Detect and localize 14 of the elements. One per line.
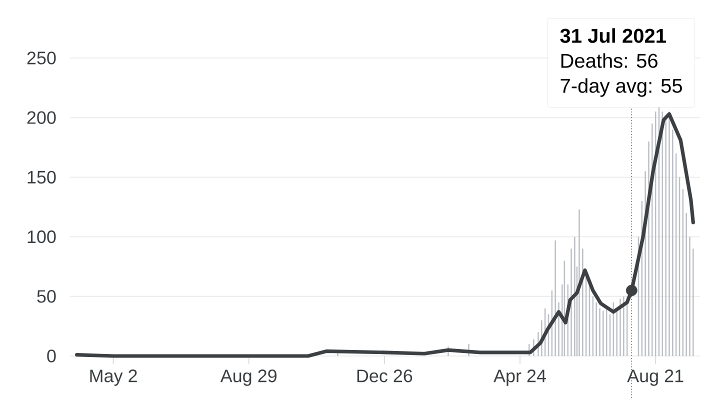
annotation: Deaths: 56	[561, 53, 658, 68]
x-tick-label: Aug 21	[627, 370, 684, 386]
y-tick-label: 0	[47, 350, 56, 362]
y-tick-label: 100	[28, 230, 56, 244]
x-tick-label: Apr 24	[494, 370, 546, 386]
y-tick-label: 150	[28, 170, 56, 184]
annotation: 7-day avg: 55	[560, 78, 682, 97]
x-tick-label: Aug 29	[220, 370, 277, 386]
y-tick-label: 250	[27, 52, 56, 64]
text: 31 Jul 2021	[560, 28, 666, 43]
x-tick-label: Dec 26	[357, 370, 412, 382]
y-tick-label: 50	[37, 290, 56, 303]
x-tick-label: May 2	[90, 370, 137, 386]
y-tick-label: 200	[27, 111, 56, 124]
